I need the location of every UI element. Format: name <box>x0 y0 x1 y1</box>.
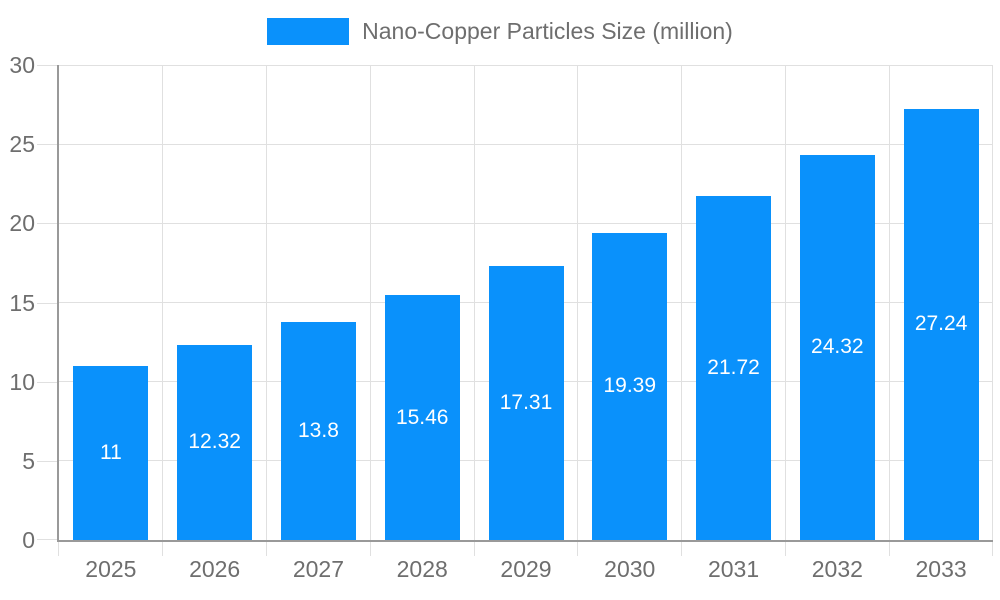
x-axis-tick-label: 2033 <box>915 556 967 582</box>
y-axis-tick <box>37 381 57 383</box>
x-axis-tick-label: 2029 <box>500 556 552 582</box>
bar[interactable] <box>696 196 772 540</box>
x-axis-tick-label: 2032 <box>811 556 863 582</box>
x-axis-tick-label: 2026 <box>189 556 241 582</box>
gridline-vertical <box>162 65 164 540</box>
x-axis-tick <box>992 542 993 556</box>
gridline-horizontal <box>59 222 993 224</box>
x-axis-line <box>57 540 993 542</box>
x-axis-tick-label: 2031 <box>707 556 760 582</box>
x-axis-tick-label: 2025 <box>85 556 137 582</box>
bar[interactable] <box>903 108 979 540</box>
x-axis-tick-label: 2030 <box>604 556 656 582</box>
y-axis-tick-label: 25 <box>9 131 35 158</box>
y-axis-tick <box>37 302 57 304</box>
x-axis-tick <box>784 542 786 556</box>
bar[interactable] <box>384 295 460 540</box>
x-axis-tick <box>473 542 475 556</box>
y-axis-tick-label: 5 <box>22 447 35 474</box>
x-axis-tick <box>577 542 579 556</box>
y-axis-tick <box>37 539 57 540</box>
legend[interactable]: Nano-Copper Particles Size (million) <box>0 16 1000 46</box>
x-axis-tick <box>369 542 371 556</box>
bar[interactable] <box>799 154 875 540</box>
bar[interactable] <box>280 321 356 540</box>
y-axis-tick <box>37 65 57 66</box>
gridline-horizontal <box>59 143 993 145</box>
x-axis-tick-label: 2028 <box>396 556 448 582</box>
legend-swatch <box>267 17 350 45</box>
x-axis-tick <box>888 542 890 556</box>
y-axis-tick <box>37 460 57 462</box>
gridline-vertical <box>681 65 683 540</box>
gridline-vertical <box>266 65 268 540</box>
bar[interactable] <box>177 344 253 540</box>
gridline-vertical <box>577 65 579 540</box>
gridline-vertical <box>784 65 786 540</box>
y-axis-tick-label: 15 <box>9 289 35 316</box>
gridline-vertical <box>888 65 890 540</box>
y-axis-tick-label: 20 <box>9 210 35 237</box>
y-axis-tick <box>37 223 57 225</box>
gridline-horizontal <box>59 65 993 66</box>
bar[interactable] <box>73 365 149 540</box>
x-axis-tick <box>681 542 683 556</box>
bar[interactable] <box>592 233 668 540</box>
x-axis-tick <box>162 542 164 556</box>
bar[interactable] <box>488 265 564 540</box>
x-axis-tick <box>266 542 268 556</box>
legend-label: Nano-Copper Particles Size (million) <box>362 17 733 44</box>
y-axis-tick-label: 10 <box>9 368 35 395</box>
y-axis-tick-label: 30 <box>9 52 35 78</box>
gridline-vertical <box>473 65 475 540</box>
gridline-vertical <box>992 65 993 540</box>
y-axis-line <box>57 65 59 540</box>
y-axis-tick-label: 0 <box>22 527 35 553</box>
x-axis-tick-label: 2027 <box>292 556 345 582</box>
plot-area: 0 5 10 15 20 25 30 11 2025 12.32 2026 13.8 2027 15.46… <box>9 52 993 582</box>
x-axis-tick <box>58 542 59 556</box>
gridline-vertical <box>369 65 371 540</box>
y-axis-tick <box>37 144 57 146</box>
